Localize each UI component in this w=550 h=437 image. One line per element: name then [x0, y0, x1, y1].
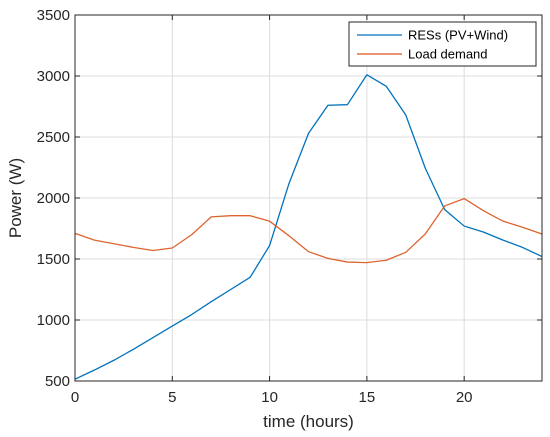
y-tick-label: 2000	[37, 190, 70, 207]
x-tick-label: 20	[456, 389, 473, 406]
y-tick-label: 500	[45, 373, 70, 390]
series-line-load	[74, 197, 543, 264]
legend-label-res: RESs (PV+Wind)	[408, 28, 508, 43]
x-tick-label: 0	[71, 389, 79, 406]
y-tick-label: 3000	[37, 68, 70, 85]
y-tick-label: 3500	[37, 7, 70, 24]
x-axis-title: time (hours)	[263, 412, 354, 431]
legend: RESs (PV+Wind) Load demand	[348, 21, 537, 67]
x-tick-label: 5	[168, 389, 176, 406]
series-line-res	[74, 74, 543, 380]
x-tick-label: 10	[261, 389, 278, 406]
y-tick-label: 1500	[37, 251, 70, 268]
legend-box	[348, 21, 537, 67]
legend-label-load: Load demand	[408, 47, 488, 62]
series-layer	[74, 74, 543, 380]
y-tick-label: 2500	[37, 129, 70, 146]
y-axis-title: Power (W)	[6, 158, 25, 238]
ticks: 0 5 10 15 20 500 1000 1500 2000 2500 3000 3500	[37, 7, 542, 406]
y-tick-label: 1000	[37, 312, 70, 329]
x-tick-label: 15	[359, 389, 376, 406]
